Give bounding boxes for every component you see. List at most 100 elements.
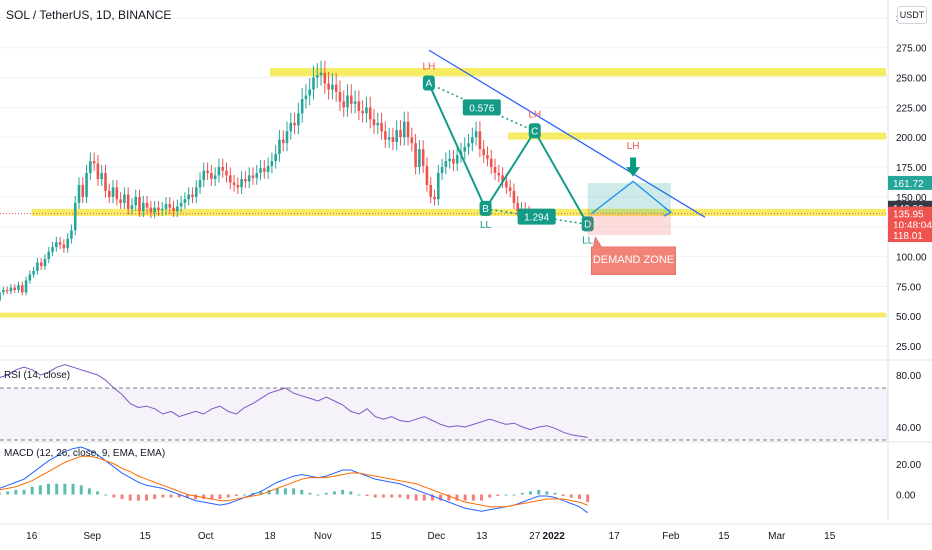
macd-histogram-bar: [6, 491, 10, 495]
candle-body: [365, 107, 368, 114]
candle-body: [77, 184, 81, 203]
macd-histogram-bar: [226, 494, 230, 498]
projection-path: [591, 180, 672, 215]
macd-histogram-bar: [202, 494, 206, 500]
projection-tag: LH: [627, 141, 640, 152]
candle-body: [505, 181, 508, 188]
candle-body: [51, 247, 54, 252]
candle-body: [308, 89, 312, 96]
candle-body: [452, 158, 455, 164]
candle-body: [512, 190, 516, 203]
candle-body: [92, 161, 96, 164]
x-tick-label: 27: [529, 531, 541, 542]
price-tag: [888, 228, 932, 243]
candle-body: [119, 199, 122, 203]
candle-body: [17, 285, 20, 290]
candle-body: [134, 196, 138, 206]
candle-body: [259, 168, 262, 174]
macd-histogram-bar: [87, 488, 91, 495]
rsi-band: [0, 388, 888, 440]
y-tick-label: 200.00: [896, 133, 927, 144]
macd-histogram-bar: [373, 494, 377, 498]
candle-body: [263, 168, 266, 172]
macd-histogram-bar: [561, 494, 565, 496]
candle-body: [194, 187, 198, 197]
macd-tick-label: 0.00: [896, 490, 916, 501]
macd-histogram-bar: [341, 489, 345, 495]
grid-lines: [0, 17, 888, 347]
macd-histogram-bar: [30, 486, 34, 495]
candle-body: [334, 84, 338, 92]
candle-body: [376, 122, 380, 126]
candle-body: [73, 202, 77, 231]
candle-body: [115, 187, 119, 200]
trend-line: [428, 49, 706, 218]
candle-body: [463, 146, 467, 152]
candle-body: [342, 101, 346, 108]
candle-body: [232, 182, 236, 185]
macd-histogram-bar: [153, 494, 157, 500]
candle-body: [368, 107, 372, 120]
price-axis[interactable]: 25.0050.0075.00100.00125.00150.00175.002…: [887, 0, 927, 522]
macd-histogram-bar: [316, 494, 320, 496]
candle-body: [0, 292, 1, 301]
macd-histogram-bar: [455, 494, 459, 501]
candle-body: [327, 83, 330, 90]
ratio-box: [462, 99, 501, 116]
macd-histogram-bar: [447, 494, 451, 501]
candle-body: [157, 207, 160, 211]
candle-body: [425, 165, 429, 185]
pattern-point-label: A: [426, 79, 433, 90]
abcd-pattern-line: [427, 83, 589, 225]
macd-histogram-bar: [439, 494, 443, 501]
x-tick-label: 15: [370, 531, 382, 542]
pattern-tag: LL: [582, 235, 594, 246]
symbol-title: SOL / TetherUS, 1D, BINANCE: [6, 8, 172, 22]
x-tick-label: Sep: [83, 531, 101, 542]
candle-body: [168, 204, 172, 208]
candle-body: [270, 161, 274, 166]
candle-body: [251, 175, 255, 178]
pattern-point-marker: [581, 216, 594, 232]
macd-histogram-bar: [545, 491, 549, 495]
macd-histogram-bar: [71, 483, 75, 495]
macd-histogram-bar: [79, 485, 83, 495]
candle-body: [482, 149, 485, 156]
y-tick-label: 175.00: [896, 163, 927, 174]
candle-body: [471, 137, 474, 144]
candle-body: [62, 244, 66, 249]
candle-body: [448, 158, 451, 162]
candle-body: [123, 194, 126, 203]
y-tick-label: 50.00: [896, 312, 921, 323]
candle-body: [281, 139, 285, 144]
candle-body: [387, 137, 391, 140]
candle-body: [32, 270, 35, 275]
macd-histogram-bar: [63, 483, 67, 495]
candle-body: [96, 163, 100, 179]
candle-body: [486, 155, 489, 159]
price-tag: [888, 217, 932, 232]
candle-body: [293, 122, 296, 126]
macd-histogram-bar: [292, 488, 296, 495]
candle-body: [145, 202, 149, 208]
candle-body: [24, 280, 28, 293]
candle-body: [421, 149, 425, 166]
macd-histogram-bar: [488, 494, 492, 498]
macd-histogram-bar: [161, 494, 165, 498]
candle-body: [338, 91, 342, 102]
candle-body: [236, 184, 240, 188]
y-tick-label: 100.00: [896, 253, 927, 264]
x-tick-label: Feb: [662, 531, 680, 542]
macd-histogram-bar: [0, 492, 2, 495]
y-tick-label: 25.00: [896, 342, 921, 353]
macd-histogram-bar: [324, 492, 328, 495]
macd-histogram-bar: [218, 494, 222, 500]
candle-body: [225, 170, 228, 176]
currency-button[interactable]: USDT: [897, 6, 927, 24]
candle-body: [493, 167, 497, 174]
macd-histogram-bar: [194, 494, 198, 500]
time-axis[interactable]: 16 Sep 15 Oct 18 Nov 15 Dec 13 27 2022 17 Feb 15 Mar 15: [0, 523, 932, 542]
rsi-pane: 40.00 80.00: [0, 359, 932, 441]
x-tick-label: 2022: [543, 531, 566, 542]
